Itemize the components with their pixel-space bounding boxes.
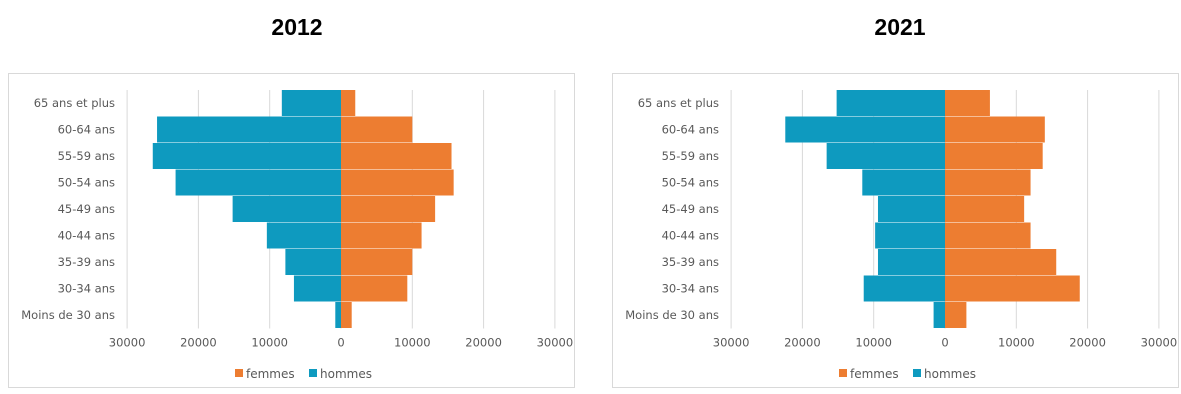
bar-hommes: [232, 196, 341, 222]
bar-hommes: [933, 302, 945, 328]
category-label: 60-64 ans: [58, 123, 115, 137]
bar-femmes: [341, 222, 422, 249]
category-label: 50-54 ans: [58, 176, 115, 190]
bar-hommes: [862, 169, 945, 196]
x-tick-label: 10000: [251, 336, 288, 350]
category-label: 60-64 ans: [662, 123, 719, 137]
bar-hommes: [152, 143, 341, 169]
bar-femmes: [945, 249, 1057, 275]
category-label: 40-44 ans: [662, 229, 719, 243]
bar-femmes: [945, 196, 1025, 222]
bar-femmes: [945, 116, 1045, 143]
category-label: 55-59 ans: [58, 149, 115, 163]
bar-hommes: [863, 275, 945, 302]
bar-femmes: [341, 275, 408, 302]
legend-label-hommes: hommes: [320, 367, 372, 381]
category-label: 65 ans et plus: [34, 96, 115, 110]
x-tick-label: 20000: [180, 336, 217, 350]
pyramid-chart-2021: 30000 20000 10000 0 10000 20000 30000 65 ans et…: [625, 90, 1178, 381]
category-label: 50-54 ans: [662, 176, 719, 190]
bar-femmes: [341, 249, 413, 275]
bar-hommes: [157, 116, 341, 143]
bar-femmes: [341, 116, 413, 143]
x-tick-label: 20000: [784, 336, 821, 350]
chart-panel-2021: 30000 20000 10000 0 10000 20000 30000 65 ans et…: [612, 73, 1179, 388]
bar-hommes: [175, 169, 341, 196]
bar-hommes: [826, 143, 945, 169]
bar-hommes: [875, 222, 945, 249]
legend-swatch-hommes: [913, 369, 921, 377]
x-tick-label: 0: [337, 336, 344, 350]
bar-femmes: [341, 90, 356, 116]
bar-hommes: [877, 249, 945, 275]
x-tick-label: 20000: [465, 336, 502, 350]
bar-hommes: [293, 275, 341, 302]
category-label: Moins de 30 ans: [625, 308, 719, 322]
category-label: 45-49 ans: [58, 202, 115, 216]
category-label: 45-49 ans: [662, 202, 719, 216]
bar-hommes: [281, 90, 341, 116]
bar-hommes: [285, 249, 341, 275]
category-label: 35-39 ans: [662, 255, 719, 269]
x-tick-label: 10000: [855, 336, 892, 350]
bar-hommes: [266, 222, 341, 249]
x-tick-label: 0: [941, 336, 948, 350]
legend: femmes hommes: [839, 367, 976, 381]
bar-femmes: [945, 169, 1031, 196]
legend: femmes hommes: [235, 367, 372, 381]
x-tick-label: 30000: [537, 336, 574, 350]
category-label: 65 ans et plus: [638, 96, 719, 110]
legend-swatch-femmes: [839, 369, 847, 377]
legend-swatch-femmes: [235, 369, 243, 377]
bar-femmes: [341, 302, 352, 328]
chart-panel-2012: 30000 20000 10000 0 10000 20000 30000 65 ans et…: [8, 73, 575, 388]
bar-hommes: [877, 196, 945, 222]
legend-label-femmes: femmes: [850, 367, 899, 381]
x-tick-label: 30000: [713, 336, 750, 350]
chart-title-2021: 2021: [874, 14, 926, 40]
bar-hommes: [836, 90, 945, 116]
x-tick-label: 20000: [1069, 336, 1106, 350]
x-tick-label: 10000: [394, 336, 431, 350]
category-label: 55-59 ans: [662, 149, 719, 163]
bar-femmes: [341, 169, 454, 196]
legend-label-femmes: femmes: [246, 367, 295, 381]
category-label: 40-44 ans: [58, 229, 115, 243]
bar-femmes: [341, 143, 452, 169]
pyramid-chart-2012: 30000 20000 10000 0 10000 20000 30000 65 ans et…: [21, 90, 574, 381]
bar-hommes: [335, 302, 341, 328]
category-label: Moins de 30 ans: [21, 308, 115, 322]
category-label: 30-34 ans: [58, 282, 115, 296]
bar-femmes: [945, 302, 967, 328]
x-tick-label: 30000: [109, 336, 146, 350]
chart-title-2012: 2012: [271, 14, 323, 40]
bar-femmes: [945, 222, 1031, 249]
x-tick-label: 30000: [1141, 336, 1178, 350]
bar-femmes: [945, 143, 1043, 169]
category-label: 30-34 ans: [662, 282, 719, 296]
legend-label-hommes: hommes: [924, 367, 976, 381]
bar-femmes: [341, 196, 436, 222]
legend-swatch-hommes: [309, 369, 317, 377]
x-tick-label: 10000: [998, 336, 1035, 350]
bar-femmes: [945, 275, 1080, 302]
category-label: 35-39 ans: [58, 255, 115, 269]
bar-hommes: [785, 116, 945, 143]
bar-femmes: [945, 90, 990, 116]
